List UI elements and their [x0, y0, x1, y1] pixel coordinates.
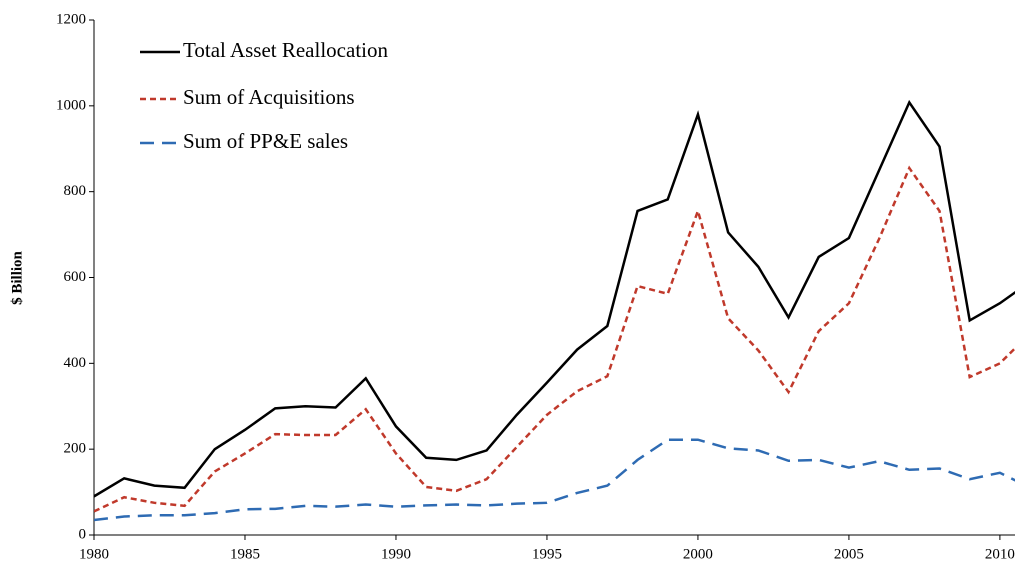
y-tick-label: 1200: [56, 11, 86, 27]
x-tick-label: 1985: [230, 546, 260, 562]
x-tick-label: 1990: [381, 546, 411, 562]
y-axis-label: $ Billion: [9, 250, 25, 304]
x-tick-label: 2005: [834, 546, 864, 562]
series-line: [94, 165, 1015, 513]
plot-area: [94, 99, 1015, 522]
y-tick-label: 1000: [56, 97, 86, 113]
y-tick-label: 0: [79, 526, 87, 542]
y-tick-label: 800: [64, 183, 87, 199]
y-tick-label: 200: [64, 441, 87, 457]
x-tick-label: 1995: [532, 546, 562, 562]
y-tick-label: 400: [64, 355, 87, 371]
series-line: [94, 438, 1015, 522]
legend-label: Total Asset Reallocation: [183, 38, 388, 62]
y-tick-label: 600: [64, 269, 87, 285]
x-tick-label: 2010: [985, 546, 1015, 562]
x-tick-label: 1980: [79, 546, 109, 562]
legend-label: Sum of Acquisitions: [183, 85, 355, 109]
x-tick-label: 2000: [683, 546, 713, 562]
legend-label: Sum of PP&E sales: [183, 129, 348, 153]
series-line: [94, 99, 1015, 498]
